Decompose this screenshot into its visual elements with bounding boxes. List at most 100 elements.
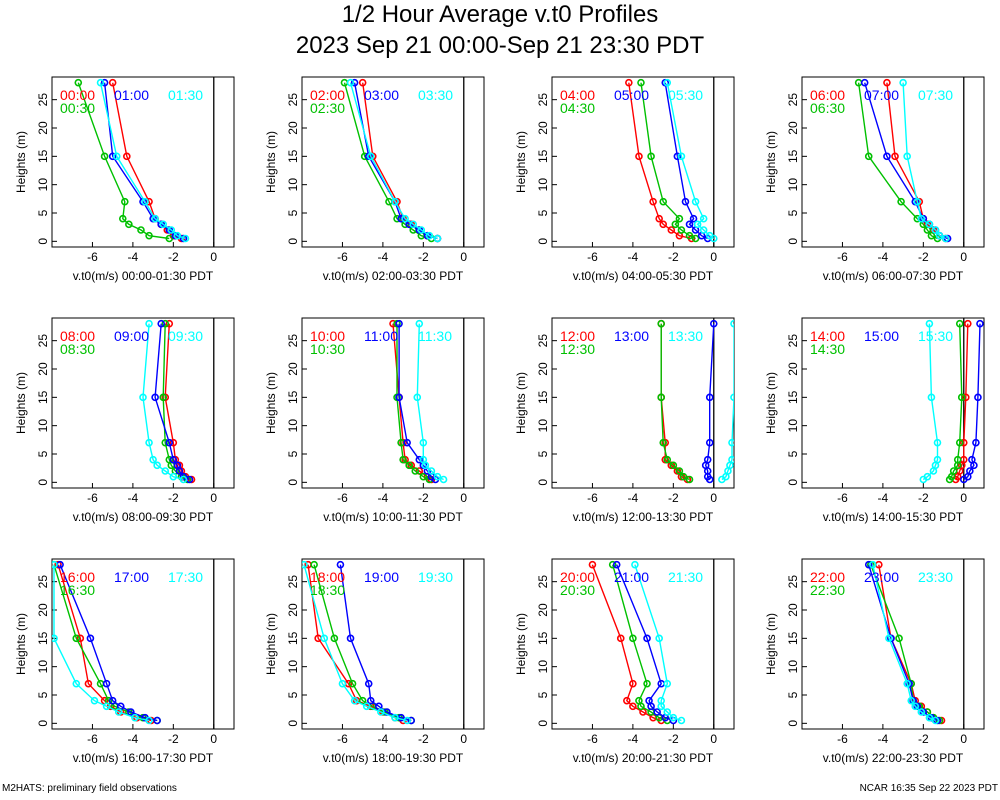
data-point <box>925 713 934 722</box>
data-point <box>399 455 407 464</box>
data-point <box>169 472 178 481</box>
data-point <box>173 231 182 240</box>
y-axis-label: Heights (m) <box>14 613 28 675</box>
data-point <box>653 708 661 716</box>
plot-frame <box>801 317 985 489</box>
legend-entry: 02:30 <box>310 100 345 116</box>
data-point <box>409 220 418 229</box>
y-axis-label: Heights (m) <box>264 372 278 434</box>
y-tick-label: 10 <box>36 660 50 674</box>
x-tick-label: -2 <box>168 491 179 505</box>
y-tick-label: 5 <box>536 209 550 216</box>
plot-frame <box>551 76 735 248</box>
legend-entry: 01:30 <box>168 87 203 103</box>
data-point <box>157 319 165 328</box>
x-tick-label: -2 <box>418 250 429 264</box>
x-axis-label: v.t0(m/s) 06:00-07:30 PDT <box>823 269 964 283</box>
y-tick-label: 25 <box>286 334 300 348</box>
y-tick-label: 20 <box>536 362 550 376</box>
y-tick-label: 0 <box>786 238 800 245</box>
data-point <box>118 214 127 223</box>
data-point <box>659 197 668 206</box>
data-point <box>685 475 694 484</box>
data-point <box>417 226 426 234</box>
y-tick-label: 20 <box>786 603 800 617</box>
data-point <box>161 467 170 475</box>
y-tick-label: 20 <box>786 121 800 135</box>
data-point <box>927 393 936 402</box>
series-group <box>302 560 416 725</box>
legend-entry: 04:00 <box>560 87 595 103</box>
x-tick-label: -6 <box>587 491 598 505</box>
legend-entry: 05:30 <box>668 87 703 103</box>
x-tick-label: -4 <box>378 491 389 505</box>
series-group <box>74 78 190 243</box>
x-tick-label: -6 <box>587 250 598 264</box>
profile-panel-11: -6 -4 -2 0 0 5 10 15 20 25 v.t0(m/s) 20:00-21:30 P… <box>514 558 735 765</box>
y-tick-label: 10 <box>786 660 800 674</box>
data-point <box>669 461 678 470</box>
x-tick-label: -4 <box>128 250 139 264</box>
data-point <box>899 78 907 87</box>
x-tick-label: -2 <box>918 732 929 746</box>
x-tick-label: 0 <box>960 491 967 505</box>
x-tick-label: -2 <box>168 250 179 264</box>
y-tick-label: 10 <box>286 660 300 674</box>
data-point <box>366 696 375 705</box>
x-tick-label: 0 <box>960 250 967 264</box>
legend-entry: 12:00 <box>560 328 595 344</box>
data-point <box>645 696 653 705</box>
legend-entry: 03:30 <box>418 87 453 103</box>
data-point <box>121 197 129 206</box>
data-point <box>393 214 401 223</box>
series-group <box>340 78 442 243</box>
data-point <box>931 226 940 234</box>
legend-entry: 16:00 <box>60 569 95 585</box>
x-tick-label: -6 <box>837 491 848 505</box>
series-group <box>657 319 734 484</box>
y-tick-label: 15 <box>286 149 300 163</box>
footer-right-note: NCAR 16:35 Sep 22 2023 PDT <box>859 783 998 794</box>
y-axis-label: Heights (m) <box>764 372 778 434</box>
data-point <box>346 78 355 87</box>
x-tick-label: -4 <box>128 491 139 505</box>
data-point <box>673 152 682 161</box>
y-tick-label: 25 <box>36 334 50 348</box>
y-tick-label: 0 <box>536 720 550 727</box>
data-point <box>108 696 117 705</box>
legend-entry: 18:00 <box>310 569 345 585</box>
data-point <box>102 702 111 711</box>
y-tick-label: 5 <box>286 450 300 457</box>
data-point <box>655 214 663 223</box>
y-tick-label: 0 <box>286 479 300 486</box>
y-tick-label: 5 <box>286 691 300 698</box>
legend-entry: 17:00 <box>114 569 149 585</box>
x-tick-label: 0 <box>460 491 467 505</box>
data-point <box>927 231 936 240</box>
data-point <box>903 679 911 688</box>
x-tick-label: -6 <box>837 732 848 746</box>
y-tick-label: 20 <box>536 603 550 617</box>
data-point <box>903 152 911 161</box>
data-point <box>161 438 170 447</box>
y-tick-label: 0 <box>536 479 550 486</box>
data-point <box>968 455 976 464</box>
x-tick-label: 0 <box>960 732 967 746</box>
data-point <box>151 214 159 223</box>
data-point <box>439 475 448 484</box>
legend-entry: 09:30 <box>168 328 203 344</box>
series-line-03:30 <box>349 82 438 240</box>
y-tick-label: 25 <box>536 93 550 107</box>
data-point <box>336 560 345 569</box>
profile-panel-7: -6 -4 -2 0 0 5 10 15 20 25 v.t0(m/s) 12:00-13:30 P… <box>514 317 735 524</box>
data-point <box>100 78 109 87</box>
data-point <box>659 220 668 229</box>
legend-entry: 05:00 <box>614 87 649 103</box>
legend-entry: 15:30 <box>918 328 953 344</box>
legend-entry: 07:30 <box>918 87 953 103</box>
x-tick-label: 0 <box>710 732 717 746</box>
data-point <box>415 455 424 464</box>
x-tick-label: -2 <box>668 732 679 746</box>
profile-panel-4: -6 -4 -2 0 0 5 10 15 20 25 v.t0(m/s) 06:00-07:30 P… <box>764 76 985 283</box>
data-point <box>860 78 869 87</box>
